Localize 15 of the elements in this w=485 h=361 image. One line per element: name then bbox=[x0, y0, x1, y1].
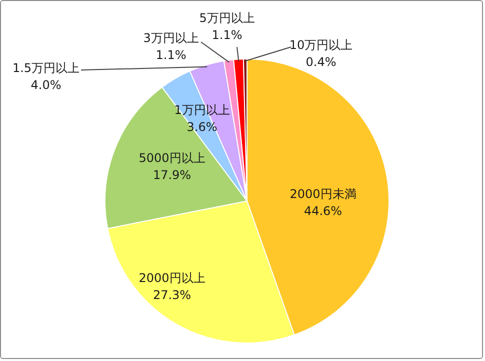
data-label: 27.3% bbox=[152, 288, 192, 302]
data-label: 17.9% bbox=[152, 168, 192, 182]
data-label: 1.1% bbox=[156, 48, 186, 62]
data-label: 44.6% bbox=[304, 204, 342, 218]
data-label: 1.1% bbox=[212, 28, 242, 42]
slice-label: 5000円以上 bbox=[138, 151, 206, 165]
slice-label: 5万円以上 bbox=[199, 11, 255, 25]
slice-label: 1万円以上 bbox=[174, 103, 230, 117]
slice-label: 2000円以上 bbox=[138, 271, 206, 285]
data-label: 4.0% bbox=[30, 78, 62, 92]
slice-label: 10万円以上 bbox=[289, 38, 353, 52]
slice-label: 3万円以上 bbox=[143, 31, 199, 45]
slice-label: 2000円未満 bbox=[290, 187, 356, 201]
slice-label: 1.5万円以上 bbox=[12, 61, 80, 75]
data-label: 0.4% bbox=[306, 55, 336, 69]
